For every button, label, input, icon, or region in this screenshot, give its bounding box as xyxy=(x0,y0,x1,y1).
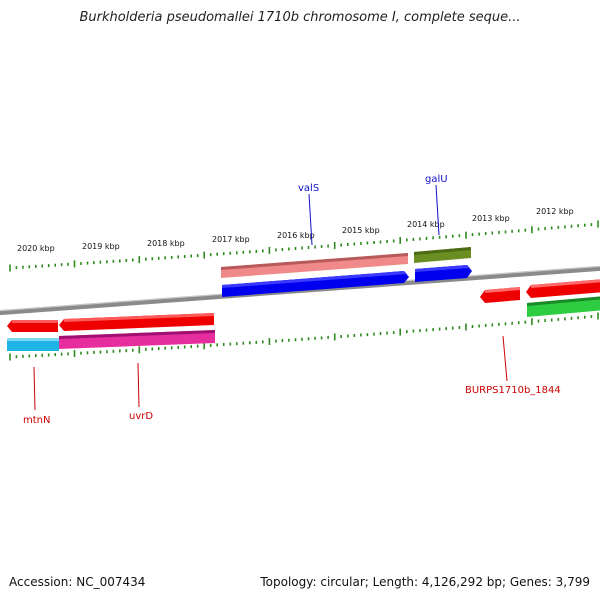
scale-label: 2018 kbp xyxy=(147,239,185,248)
feature-uvrD-rna[interactable] xyxy=(59,330,215,349)
gene-label-valS[interactable]: valS xyxy=(298,183,319,194)
scale-label: 2020 kbp xyxy=(17,244,55,253)
scale-labels: 2020 kbp 2019 kbp 2018 kbp 2017 kbp 2016… xyxy=(17,207,574,253)
feature-right-green[interactable] xyxy=(527,296,600,317)
scale-ticks-top xyxy=(9,220,599,272)
leader-mtnN xyxy=(33,366,36,411)
feature-galU-rna[interactable] xyxy=(414,247,471,263)
gene-label-burps1844[interactable]: BURPS1710b_1844 xyxy=(465,385,561,396)
gene-uvrD[interactable] xyxy=(59,313,214,331)
scale-label: 2017 kbp xyxy=(212,235,250,244)
topology-summary: Topology: circular; Length: 4,126,292 bp… xyxy=(260,575,590,589)
feature-valS-rna[interactable] xyxy=(221,253,408,278)
feature-right-red[interactable] xyxy=(526,279,600,298)
gene-valS[interactable] xyxy=(222,271,409,297)
scale-label: 2012 kbp xyxy=(536,207,574,216)
map-title: Burkholderia pseudomallei 1710b chromoso… xyxy=(79,10,521,25)
leader-uvrD xyxy=(137,362,140,408)
gene-mtnN[interactable] xyxy=(7,320,58,332)
scale-label: 2014 kbp xyxy=(407,220,445,229)
feature-mtnN-rna[interactable] xyxy=(7,338,59,351)
gene-galU[interactable] xyxy=(415,265,472,282)
scale-ticks-bottom xyxy=(9,312,599,361)
gene-burps1844[interactable] xyxy=(480,287,520,303)
leader-burps1844 xyxy=(502,335,508,382)
scale-label: 2019 kbp xyxy=(82,242,120,251)
gene-label-galU[interactable]: galU xyxy=(425,174,448,185)
scale-label: 2016 kbp xyxy=(277,231,315,240)
accession-text: Accession: NC_007434 xyxy=(9,575,146,589)
gene-label-mtnN[interactable]: mtnN xyxy=(23,415,50,426)
scale-label: 2015 kbp xyxy=(342,226,380,235)
leader-galU xyxy=(435,184,440,236)
scale-label: 2013 kbp xyxy=(472,214,510,223)
leader-valS xyxy=(308,193,313,246)
gene-label-uvrD[interactable]: uvrD xyxy=(129,411,153,422)
